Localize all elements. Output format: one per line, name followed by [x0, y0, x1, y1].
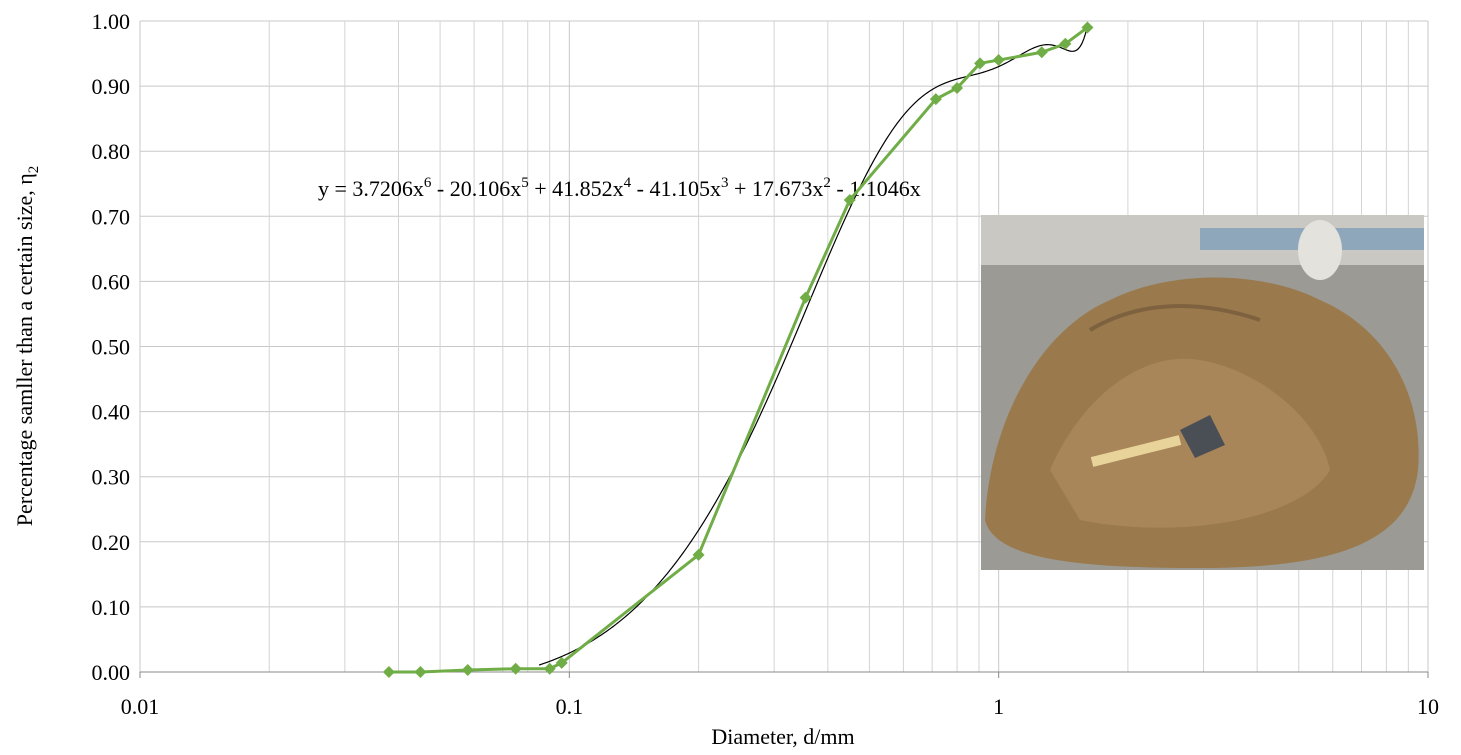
data-point — [382, 666, 395, 678]
equation-exponent: 5 — [521, 175, 529, 191]
data-point — [799, 291, 812, 304]
inset-photo — [981, 215, 1424, 570]
data-point — [929, 93, 942, 106]
data-point — [509, 662, 522, 675]
equation-text: + 17.673x — [729, 176, 824, 201]
data-point — [692, 548, 705, 561]
data-point — [1059, 37, 1072, 50]
equation-exponent: 4 — [624, 175, 632, 191]
data-point — [543, 662, 556, 675]
data-point — [992, 54, 1005, 67]
y-tick-label: 0.50 — [92, 335, 131, 360]
trendline-equation: y = 3.7206x6 - 20.106x5 + 41.852x4 - 41.… — [318, 175, 921, 201]
series-line — [388, 26, 1089, 674]
equation-text: - 20.106x — [431, 176, 521, 201]
axes: 0.00 0.10 0.20 0.30 0.40 0.50 0.60 0.70 0.80 0.90… — [92, 9, 1440, 719]
x-tick-label: 0.1 — [556, 694, 584, 719]
data-point — [1035, 46, 1048, 59]
x-axis-label: Diameter, d/mm — [711, 724, 854, 749]
x-tick-label: 1 — [993, 694, 1004, 719]
equation-text: y = 3.7206x — [318, 176, 424, 201]
data-point — [461, 664, 474, 677]
x-tick-label: 10 — [1417, 694, 1439, 719]
y-tick-label: 1.00 — [92, 9, 131, 34]
y-tick-label: 0.90 — [92, 74, 131, 99]
x-tick-label: 0.01 — [121, 694, 160, 719]
data-point — [974, 57, 987, 70]
y-tick-label: 0.20 — [92, 530, 131, 555]
y-tick-label: 0.00 — [92, 660, 131, 685]
data-point — [1081, 21, 1094, 34]
y-tick-label: 0.60 — [92, 269, 131, 294]
data-point — [414, 666, 427, 678]
data-point — [951, 82, 964, 95]
y-axis-label: Percentage samller than a certain size, … — [12, 166, 42, 526]
data-point — [843, 194, 856, 207]
equation-text: + 41.852x — [529, 176, 624, 201]
equation-text: - 41.105x — [631, 176, 721, 201]
y-axis-label-text: Percentage samller than a certain size, … — [12, 173, 37, 526]
equation-exponent: 6 — [424, 175, 432, 191]
y-tick-label: 0.10 — [92, 595, 131, 620]
y-tick-label: 0.70 — [92, 204, 131, 229]
trendline — [538, 25, 1089, 666]
data-point — [555, 656, 568, 669]
equation-exponent: 2 — [823, 175, 831, 191]
y-tick-label: 0.40 — [92, 400, 131, 425]
equation-text: - 1.1046x — [831, 176, 921, 201]
y-axis-label-subscript: 2 — [26, 166, 42, 174]
y-tick-label: 0.80 — [92, 139, 131, 164]
equation-exponent: 3 — [721, 175, 729, 191]
y-tick-label: 0.30 — [92, 465, 131, 490]
